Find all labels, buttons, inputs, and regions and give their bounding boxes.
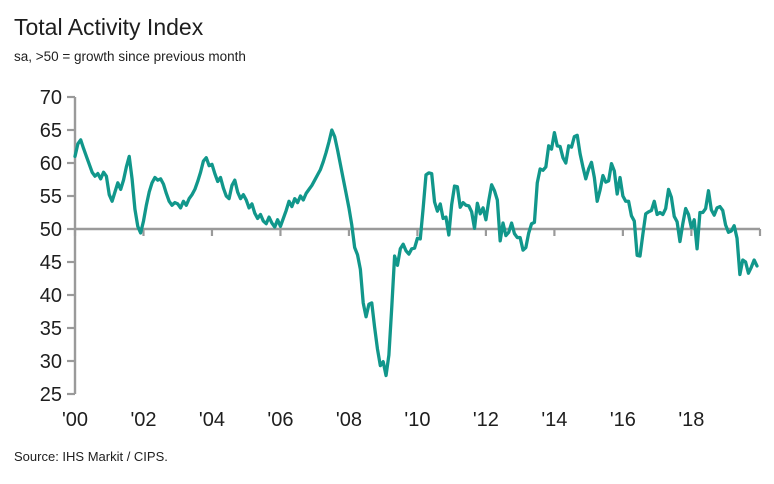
- x-tick-label: '18: [678, 409, 704, 431]
- x-tick-label: '16: [610, 409, 636, 431]
- y-tick-label: 45: [40, 252, 62, 274]
- y-tick-label: 50: [40, 219, 62, 241]
- x-tick-label: '06: [267, 409, 293, 431]
- y-tick-label: 70: [40, 87, 62, 109]
- chart-title: Total Activity Index: [14, 14, 204, 40]
- x-tick-label: '08: [336, 409, 362, 431]
- y-tick-label: 40: [40, 285, 62, 307]
- y-tick-label: 60: [40, 153, 62, 175]
- x-tick-label: '00: [62, 409, 88, 431]
- activity-index-line: [73, 128, 759, 378]
- x-tick-label: '12: [473, 409, 499, 431]
- source-note: Source: IHS Markit / CIPS.: [14, 449, 168, 464]
- x-axis: '00 '02 '04 '06 '08 '10 '12 '14 '16 '18: [62, 227, 762, 431]
- y-tick-label: 30: [40, 351, 62, 373]
- x-tick-label: '04: [199, 409, 225, 431]
- y-tick-label: 35: [40, 318, 62, 340]
- x-tick-label: '02: [130, 409, 156, 431]
- x-tick-label: '14: [541, 409, 567, 431]
- y-tick-label: 25: [40, 384, 62, 406]
- x-tick-label: '10: [404, 409, 430, 431]
- y-tick-label: 55: [40, 186, 62, 208]
- chart-subtitle: sa, >50 = growth since previous month: [14, 49, 246, 64]
- y-tick-label: 65: [40, 120, 62, 142]
- y-axis: 70 65 60 55 50 45 40 35 30 25: [40, 87, 77, 406]
